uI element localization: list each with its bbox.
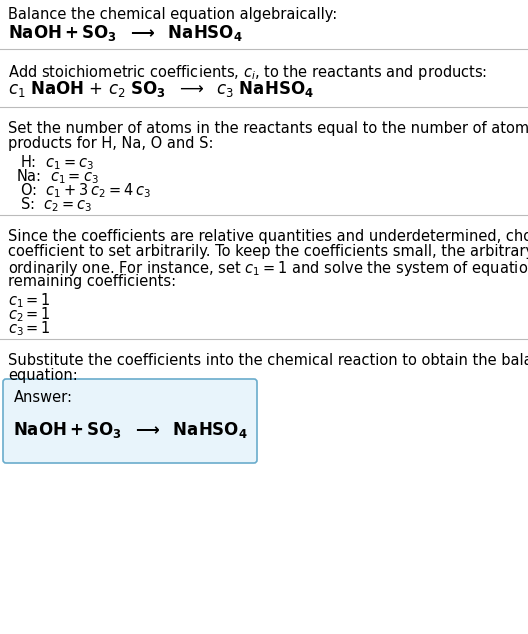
Text: $\mathbf{NaOH + SO_3}$  $\mathbf{\longrightarrow}$  $\mathbf{NaHSO_4}$: $\mathbf{NaOH + SO_3}$ $\mathbf{\longrig…	[8, 23, 243, 43]
Text: $\mathbf{NaOH + SO_3}$  $\mathbf{\longrightarrow}$  $\mathbf{NaHSO_4}$: $\mathbf{NaOH + SO_3}$ $\mathbf{\longrig…	[13, 420, 248, 440]
Text: $c_1 = 1$: $c_1 = 1$	[8, 291, 51, 309]
Text: Set the number of atoms in the reactants equal to the number of atoms in the: Set the number of atoms in the reactants…	[8, 121, 528, 136]
Text: products for H, Na, O and S:: products for H, Na, O and S:	[8, 136, 213, 151]
Text: $c_3 = 1$: $c_3 = 1$	[8, 319, 51, 338]
Text: Since the coefficients are relative quantities and underdetermined, choose a: Since the coefficients are relative quan…	[8, 229, 528, 244]
Text: equation:: equation:	[8, 368, 78, 383]
Text: $c_1$ $\mathbf{NaOH}$ $+$ $c_2$ $\mathbf{SO_3}$  $\longrightarrow$  $c_3$ $\math: $c_1$ $\mathbf{NaOH}$ $+$ $c_2$ $\mathbf…	[8, 79, 314, 99]
Text: Add stoichiometric coefficients, $c_i$, to the reactants and products:: Add stoichiometric coefficients, $c_i$, …	[8, 63, 487, 82]
Text: $c_2 = 1$: $c_2 = 1$	[8, 305, 51, 324]
Text: coefficient to set arbitrarily. To keep the coefficients small, the arbitrary va: coefficient to set arbitrarily. To keep …	[8, 244, 528, 259]
Text: Answer:: Answer:	[14, 390, 73, 405]
Text: O:  $c_1 + 3\,c_2 = 4\,c_3$: O: $c_1 + 3\,c_2 = 4\,c_3$	[20, 181, 150, 200]
FancyBboxPatch shape	[3, 379, 257, 463]
Text: remaining coefficients:: remaining coefficients:	[8, 274, 176, 289]
Text: Na:  $c_1 = c_3$: Na: $c_1 = c_3$	[16, 167, 99, 186]
Text: H:  $c_1 = c_3$: H: $c_1 = c_3$	[20, 153, 94, 172]
Text: Substitute the coefficients into the chemical reaction to obtain the balanced: Substitute the coefficients into the che…	[8, 353, 528, 368]
Text: S:  $c_2 = c_3$: S: $c_2 = c_3$	[20, 195, 92, 214]
Text: ordinarily one. For instance, set $c_1 = 1$ and solve the system of equations fo: ordinarily one. For instance, set $c_1 =…	[8, 259, 528, 278]
Text: Balance the chemical equation algebraically:: Balance the chemical equation algebraica…	[8, 7, 337, 22]
